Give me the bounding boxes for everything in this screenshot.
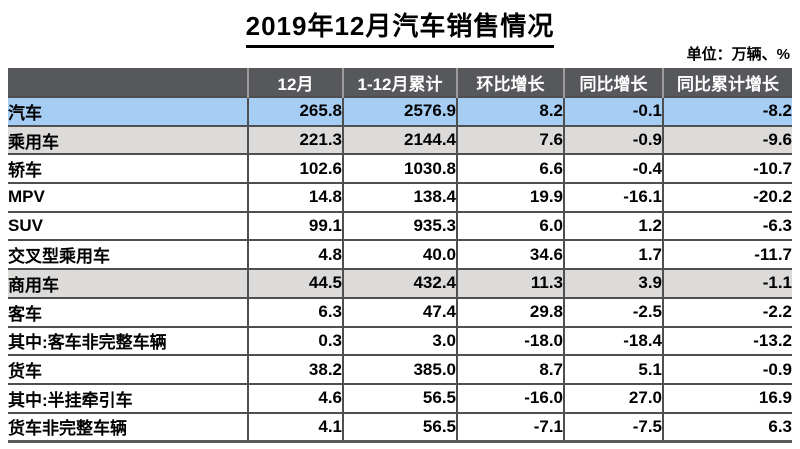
value-cell: 56.5 (342, 411, 457, 443)
unit-label: 单位：万辆、% (686, 46, 790, 63)
value-cell: -18.4 (563, 325, 663, 356)
value-cell: -0.4 (563, 153, 663, 184)
row-label: 汽车 (8, 96, 248, 126)
value-cell: 221.3 (247, 124, 343, 155)
value-cell: -10.7 (662, 153, 792, 184)
value-cell: 2144.4 (342, 124, 457, 155)
value-cell: 44.5 (247, 268, 343, 298)
row-label: 其中:半挂牵引车 (8, 382, 248, 413)
table-row: 汽车 265.8 2576.9 8.2 -0.1 -8.2 (8, 96, 792, 126)
value-cell: 432.4 (342, 268, 457, 298)
value-cell: 265.8 (247, 96, 343, 126)
value-cell: -0.9 (563, 124, 663, 155)
value-cell: -13.2 (662, 325, 792, 356)
value-cell: -6.3 (662, 210, 792, 241)
value-cell: -16.1 (563, 182, 663, 212)
value-cell: 11.3 (456, 268, 564, 298)
value-cell: 4.1 (247, 411, 343, 443)
value-cell: 6.3 (662, 411, 792, 443)
row-label: 货车 (8, 354, 248, 384)
value-cell: 1030.8 (342, 153, 457, 184)
value-cell: 0.3 (247, 325, 343, 356)
value-cell: -7.1 (456, 411, 564, 443)
row-label: SUV (8, 210, 248, 241)
table-row: 交叉型乘用车 4.8 40.0 34.6 1.7 -11.7 (8, 239, 792, 270)
value-cell: 7.6 (456, 124, 564, 155)
value-cell: 6.3 (247, 296, 343, 327)
row-label: 交叉型乘用车 (8, 239, 248, 270)
value-cell: 5.1 (563, 354, 663, 384)
value-cell: 935.3 (342, 210, 457, 241)
table-row: 货车 38.2 385.0 8.7 5.1 -0.9 (8, 354, 792, 384)
column-header-cumulative: 1-12月累计 (342, 68, 457, 97)
value-cell: 29.8 (456, 296, 564, 327)
row-label: MPV (8, 182, 248, 212)
value-cell: 47.4 (342, 296, 457, 327)
value-cell: 6.6 (456, 153, 564, 184)
table-row: 其中:客车非完整车辆 0.3 3.0 -18.0 -18.4 -13.2 (8, 325, 792, 356)
value-cell: 1.2 (563, 210, 663, 241)
table-row: MPV 14.8 138.4 19.9 -16.1 -20.2 (8, 182, 792, 212)
table-row: 商用车 44.5 432.4 11.3 3.9 -1.1 (8, 268, 792, 298)
value-cell: -9.6 (662, 124, 792, 155)
value-cell: 138.4 (342, 182, 457, 212)
value-cell: 14.8 (247, 182, 343, 212)
value-cell: 3.0 (342, 325, 457, 356)
table-row: 其中:半挂牵引车 4.6 56.5 -16.0 27.0 16.9 (8, 382, 792, 413)
row-label: 轿车 (8, 153, 248, 184)
value-cell: -1.1 (662, 268, 792, 298)
table-row: 客车 6.3 47.4 29.8 -2.5 -2.2 (8, 296, 792, 327)
table-header-row: 12月 1-12月累计 环比增长 同比增长 同比累计增长 (8, 68, 792, 97)
value-cell: 99.1 (247, 210, 343, 241)
value-cell: 8.7 (456, 354, 564, 384)
data-table: 12月 1-12月累计 环比增长 同比增长 同比累计增长 汽车 265.8 2576… (8, 68, 792, 443)
value-cell: 19.9 (456, 182, 564, 212)
value-cell: -0.1 (563, 96, 663, 126)
value-cell: 8.2 (456, 96, 564, 126)
value-cell: -18.0 (456, 325, 564, 356)
table-row: 货车非完整车辆 4.1 56.5 -7.1 -7.5 6.3 (8, 411, 792, 443)
row-label: 客车 (8, 296, 248, 327)
value-cell: -2.2 (662, 296, 792, 327)
column-header-december: 12月 (247, 68, 343, 97)
value-cell: 6.0 (456, 210, 564, 241)
value-cell: 38.2 (247, 354, 343, 384)
column-header-yoy-growth: 同比增长 (563, 68, 663, 97)
value-cell: -0.9 (662, 354, 792, 384)
row-label: 商用车 (8, 268, 248, 298)
value-cell: 4.6 (247, 382, 343, 413)
value-cell: -16.0 (456, 382, 564, 413)
value-cell: 385.0 (342, 354, 457, 384)
value-cell: -20.2 (662, 182, 792, 212)
table-row: SUV 99.1 935.3 6.0 1.2 -6.3 (8, 210, 792, 241)
value-cell: 40.0 (342, 239, 457, 270)
title-wrap: 2019年12月汽车销售情况 (0, 0, 800, 48)
value-cell: -11.7 (662, 239, 792, 270)
value-cell: 4.8 (247, 239, 343, 270)
value-cell: 34.6 (456, 239, 564, 270)
row-label: 货车非完整车辆 (8, 411, 248, 443)
page-title: 2019年12月汽车销售情况 (245, 6, 555, 48)
column-header-category (8, 68, 248, 97)
value-cell: 16.9 (662, 382, 792, 413)
value-cell: 56.5 (342, 382, 457, 413)
table-body: 汽车 265.8 2576.9 8.2 -0.1 -8.2 乘用车 221.3 2144.4 7.… (8, 96, 792, 443)
row-label: 其中:客车非完整车辆 (8, 325, 248, 356)
value-cell: 27.0 (563, 382, 663, 413)
column-header-yoy-cumulative-growth: 同比累计增长 (662, 68, 792, 97)
value-cell: 1.7 (563, 239, 663, 270)
column-header-mom-growth: 环比增长 (456, 68, 564, 97)
table-row: 轿车 102.6 1030.8 6.6 -0.4 -10.7 (8, 153, 792, 184)
value-cell: -8.2 (662, 96, 792, 126)
table-row: 乘用车 221.3 2144.4 7.6 -0.9 -9.6 (8, 124, 792, 155)
row-label: 乘用车 (8, 124, 248, 155)
value-cell: 3.9 (563, 268, 663, 298)
value-cell: 102.6 (247, 153, 343, 184)
value-cell: -7.5 (563, 411, 663, 443)
value-cell: -2.5 (563, 296, 663, 327)
value-cell: 2576.9 (342, 96, 457, 126)
